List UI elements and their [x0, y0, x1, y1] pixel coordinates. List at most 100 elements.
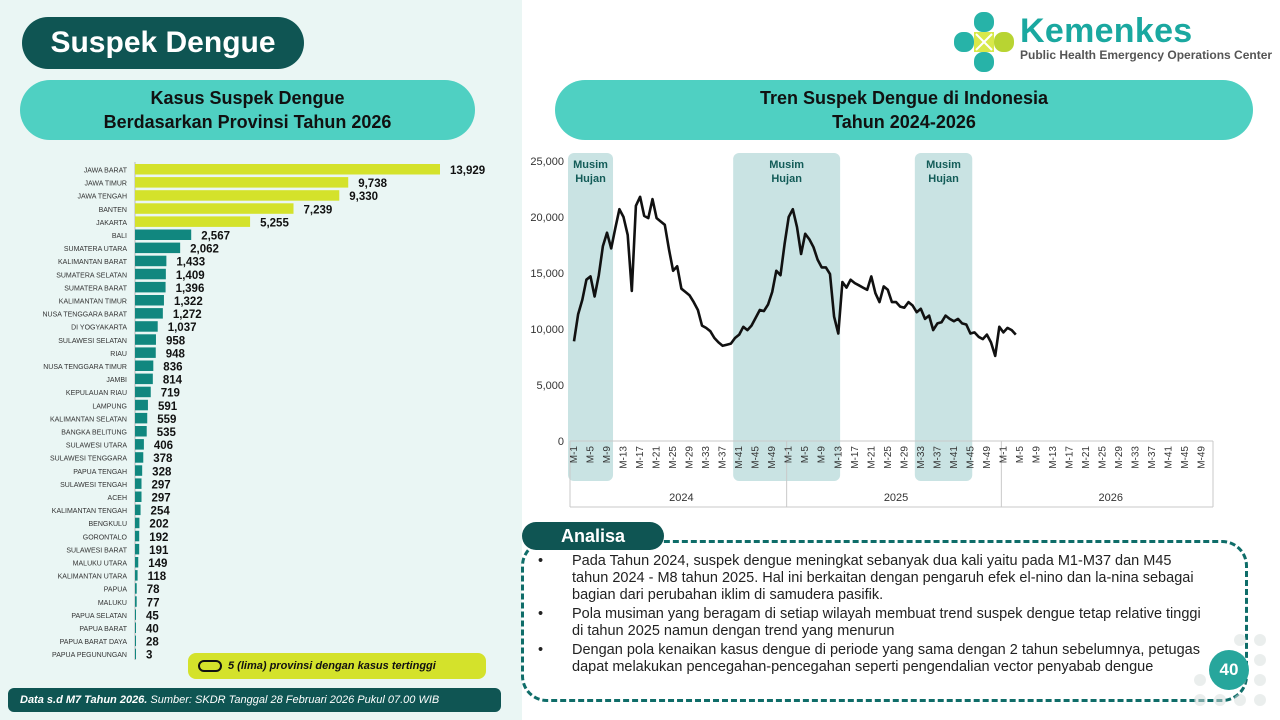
bar-value-label: 7,239 — [304, 204, 333, 216]
province-label: KALIMANTAN TIMUR — [59, 299, 127, 306]
week-tick-label: M-5 — [800, 446, 811, 464]
province-label: JAWA TIMUR — [84, 181, 127, 188]
trend-line-chart: Musim Hujan Musim Hujan Musim Hujan 25,000 20,0… — [530, 153, 1214, 508]
province-bar — [135, 203, 294, 214]
legend-swatch — [198, 660, 222, 672]
week-tick-label: M-1 — [998, 446, 1009, 464]
province-label: SULAWESI BARAT — [66, 547, 127, 554]
bar-value-label: 958 — [166, 335, 186, 347]
bar-value-label: 2,567 — [201, 231, 230, 243]
province-label: PAPUA BARAT DAYA — [60, 639, 128, 646]
y-tick-label: 15,000 — [530, 268, 564, 280]
right-chart-title-line2: Tahun 2024-2026 — [832, 112, 976, 132]
analysis-list: Pada Tahun 2024, suspek dengue meningkat… — [538, 553, 1201, 676]
province-label: BENGKULU — [88, 521, 127, 528]
analysis-point: Pola musiman yang beragam di setiap wila… — [538, 606, 1201, 640]
province-label: PAPUA BARAT — [79, 626, 127, 633]
bar-value-label: 591 — [158, 401, 178, 413]
band-label: Musim — [573, 159, 608, 171]
province-bar — [135, 452, 144, 463]
week-tick-label: M-41 — [734, 446, 745, 469]
week-tick-label: M-41 — [1164, 446, 1175, 469]
bar-value-label: 328 — [152, 466, 172, 478]
province-label: KALIMANTAN UTARA — [58, 574, 128, 581]
left-chart-title-line1: Kasus Suspek Dengue — [150, 88, 345, 108]
week-tick-label: M-45 — [965, 446, 976, 469]
week-tick-label: M-37 — [932, 446, 943, 469]
province-label: JAWA BARAT — [84, 168, 128, 175]
y-tick-label: 10,000 — [530, 324, 564, 336]
week-tick-label: M-29 — [899, 446, 910, 469]
bar-value-label: 13,929 — [450, 165, 485, 177]
year-label: 2024 — [669, 492, 693, 504]
province-label: BALI — [112, 233, 127, 240]
week-tick-label: M-5 — [1015, 446, 1026, 464]
bar-value-label: 45 — [146, 610, 159, 622]
province-bar — [135, 268, 166, 280]
week-tick-label: M-1 — [569, 446, 580, 464]
logo-name: Kemenkes — [1020, 12, 1193, 50]
bar-value-label: 1,409 — [176, 270, 205, 282]
province-label: JAWA TENGAH — [77, 194, 127, 201]
province-label: MALUKU — [98, 600, 127, 607]
province-bar — [135, 190, 340, 201]
province-bar-chart: JAWA BARAT 13,929 JAWA TIMUR 9,738 JAWA TENG… — [42, 162, 485, 660]
left-chart-title-line2: Berdasarkan Provinsi Tahun 2026 — [103, 112, 392, 132]
week-tick-label: M-33 — [916, 446, 927, 469]
bar-value-label: 406 — [154, 440, 173, 452]
week-tick-label: M-21 — [652, 446, 663, 469]
province-bar — [135, 504, 141, 516]
bar-value-label: 297 — [152, 479, 171, 491]
province-bar — [135, 596, 137, 607]
province-bar — [135, 439, 144, 450]
analysis-box: Pada Tahun 2024, suspek dengue meningkat… — [521, 540, 1248, 702]
rainy-season-band — [733, 153, 841, 481]
province-bar — [135, 360, 154, 371]
y-tick-label: 5,000 — [536, 380, 564, 392]
province-label: KEPULAUAN RIAU — [66, 390, 127, 397]
province-bar — [135, 229, 192, 240]
week-tick-label: M-29 — [1114, 446, 1125, 469]
week-tick-label: M-49 — [982, 446, 993, 469]
week-tick-label: M-41 — [949, 446, 960, 469]
week-tick-label: M-13 — [1048, 446, 1059, 469]
province-bar — [135, 255, 167, 267]
province-label: SUMATERA BARAT — [64, 285, 127, 292]
province-label: BANGKA BELITUNG — [61, 430, 127, 437]
bar-value-label: 948 — [166, 348, 186, 360]
footer-text: Sumber: SKDR Tanggal 28 Februari 2026 Pu… — [147, 694, 440, 706]
province-label: PAPUA SELATAN — [71, 613, 127, 620]
province-label: SUMATERA SELATAN — [56, 272, 127, 279]
bar-value-label: 814 — [163, 375, 183, 387]
province-label: SULAWESI UTARA — [66, 443, 127, 450]
legend-box: 5 (lima) provinsi dengan kasus tertinggi — [188, 653, 486, 679]
province-label: SULAWESI TENGGARA — [50, 456, 127, 463]
week-tick-label: M-33 — [701, 446, 712, 469]
province-label: SULAWESI SELATAN — [58, 338, 127, 345]
week-tick-label: M-21 — [1081, 446, 1092, 469]
province-bar — [135, 570, 138, 581]
page-title: Suspek Dengue — [22, 17, 304, 69]
week-tick-label: M-45 — [1180, 446, 1191, 469]
year-label: 2026 — [1099, 492, 1123, 504]
y-tick-label: 20,000 — [530, 212, 564, 224]
bar-value-label: 836 — [163, 362, 182, 374]
province-bar — [135, 295, 164, 306]
week-tick-label: M-25 — [1098, 446, 1109, 469]
province-bar — [135, 412, 148, 424]
right-chart-title-line1: Tren Suspek Dengue di Indonesia — [759, 88, 1049, 108]
province-bar — [135, 517, 140, 529]
analysis-title: Analisa — [522, 522, 664, 550]
bar-value-label: 1,322 — [174, 296, 203, 308]
band-label: Musim — [926, 159, 961, 171]
bar-value-label: 559 — [157, 414, 176, 426]
province-bar — [135, 242, 181, 254]
week-tick-label: M-49 — [1197, 446, 1208, 469]
bar-value-label: 535 — [157, 427, 177, 439]
y-tick-label: 25,000 — [530, 156, 564, 168]
bar-value-label: 9,738 — [358, 178, 387, 190]
province-label: PAPUA TENGAH — [73, 469, 127, 476]
province-label: PAPUA — [104, 587, 128, 594]
bar-value-label: 192 — [149, 532, 168, 544]
legend-text: 5 (lima) provinsi dengan kasus tertinggi — [228, 660, 436, 672]
